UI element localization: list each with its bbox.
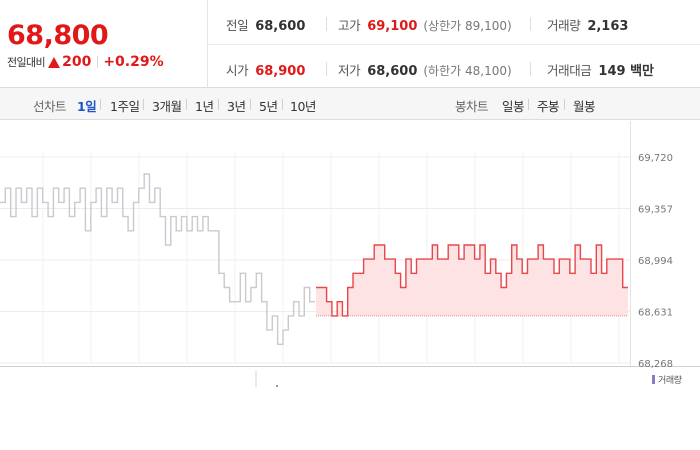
line-chart-label: 선차트 (33, 99, 67, 114)
price-change: 전일대비 200 +0.29% (7, 54, 164, 70)
divider (218, 99, 219, 110)
divider (208, 44, 700, 45)
prev-day-price-line (0, 173, 315, 345)
chart-period-tabs: 선차트 1일 1주일 3개월 1년 3년 5년 10년 봉차트 일봉 주봉 월봉 (0, 88, 700, 120)
divider (143, 99, 144, 110)
divider (528, 99, 529, 110)
prev-close-value: 68,600 (255, 19, 306, 34)
today-price-line (316, 244, 628, 317)
prev-close: 전일 68,600 (226, 15, 305, 34)
tab-weekly-candle[interactable]: 주봉 (537, 99, 560, 114)
lower-limit: (하한가 48,100) (423, 64, 512, 78)
tab-3months[interactable]: 3개월 (152, 99, 182, 114)
volume-label: 거래량 (547, 18, 581, 33)
prev-close-label: 전일 (226, 18, 249, 33)
open-price: 시가 68,900 (226, 60, 305, 79)
volume-value: 2,163 (587, 19, 629, 34)
divider (530, 17, 531, 31)
change-percent: +0.29% (103, 54, 164, 70)
volume-bar (276, 385, 278, 387)
high-price: 고가 69,100 (상한가 89,100) (338, 15, 512, 34)
tab-10years[interactable]: 10년 (290, 99, 316, 114)
y-tick-label: 68,994 (638, 256, 673, 267)
amount-label: 거래대금 (547, 63, 592, 78)
upper-limit: (상한가 89,100) (423, 19, 512, 33)
divider (100, 99, 101, 110)
trade-amount: 거래대금 149 백만 (547, 60, 654, 79)
chart-lines (0, 173, 628, 345)
amount-value: 149 백만 (598, 64, 654, 79)
tab-1week[interactable]: 1주일 (110, 99, 140, 114)
volume-panel (255, 371, 278, 387)
divider (326, 17, 327, 31)
up-triangle-icon (48, 56, 61, 68)
chart-areas (316, 245, 628, 317)
change-amount: 200 (62, 54, 92, 70)
low-label: 저가 (338, 63, 361, 78)
change-label: 전일대비 (7, 56, 46, 69)
quote-panel: 68,800 전일대비 200 +0.29% 전일 68,600 고가 69,1… (0, 0, 700, 88)
divider (326, 62, 327, 76)
today-price-area (316, 245, 628, 316)
y-tick-label: 68,268 (638, 359, 673, 370)
low-value: 68,600 (367, 64, 418, 79)
chart-grid (0, 121, 700, 367)
high-label: 고가 (338, 18, 361, 33)
open-value: 68,900 (255, 64, 306, 79)
tab-1year[interactable]: 1년 (195, 99, 214, 114)
y-axis: 69,720 69,357 68,994 68,631 68,268 (638, 153, 673, 370)
divider (250, 99, 251, 110)
open-label: 시가 (226, 63, 249, 78)
volume-legend-label: 거래량 (658, 376, 682, 386)
volume-legend: 거래량 (652, 373, 682, 386)
y-tick-label: 68,631 (638, 308, 673, 319)
divider (186, 99, 187, 110)
y-tick-label: 69,357 (638, 205, 673, 216)
tab-1day[interactable]: 1일 (77, 99, 97, 114)
tab-5years[interactable]: 5년 (259, 99, 278, 114)
tab-daily-candle[interactable]: 일봉 (502, 99, 525, 114)
divider (97, 56, 99, 68)
divider (282, 99, 283, 110)
price-summary: 68,800 전일대비 200 +0.29% (0, 0, 208, 88)
intraday-price-chart[interactable]: 69,720 69,357 68,994 68,631 68,268 (0, 121, 700, 391)
volume: 거래량 2,163 (547, 15, 628, 34)
current-price: 68,800 (7, 20, 109, 51)
divider (564, 99, 565, 110)
y-tick-label: 69,720 (638, 153, 673, 164)
volume-swatch (652, 375, 655, 384)
tab-monthly-candle[interactable]: 월봉 (573, 99, 596, 114)
divider (530, 62, 531, 76)
tab-3years[interactable]: 3년 (227, 99, 246, 114)
high-value: 69,100 (367, 19, 418, 34)
low-price: 저가 68,600 (하한가 48,100) (338, 60, 512, 79)
candle-chart-label: 봉차트 (455, 99, 489, 114)
